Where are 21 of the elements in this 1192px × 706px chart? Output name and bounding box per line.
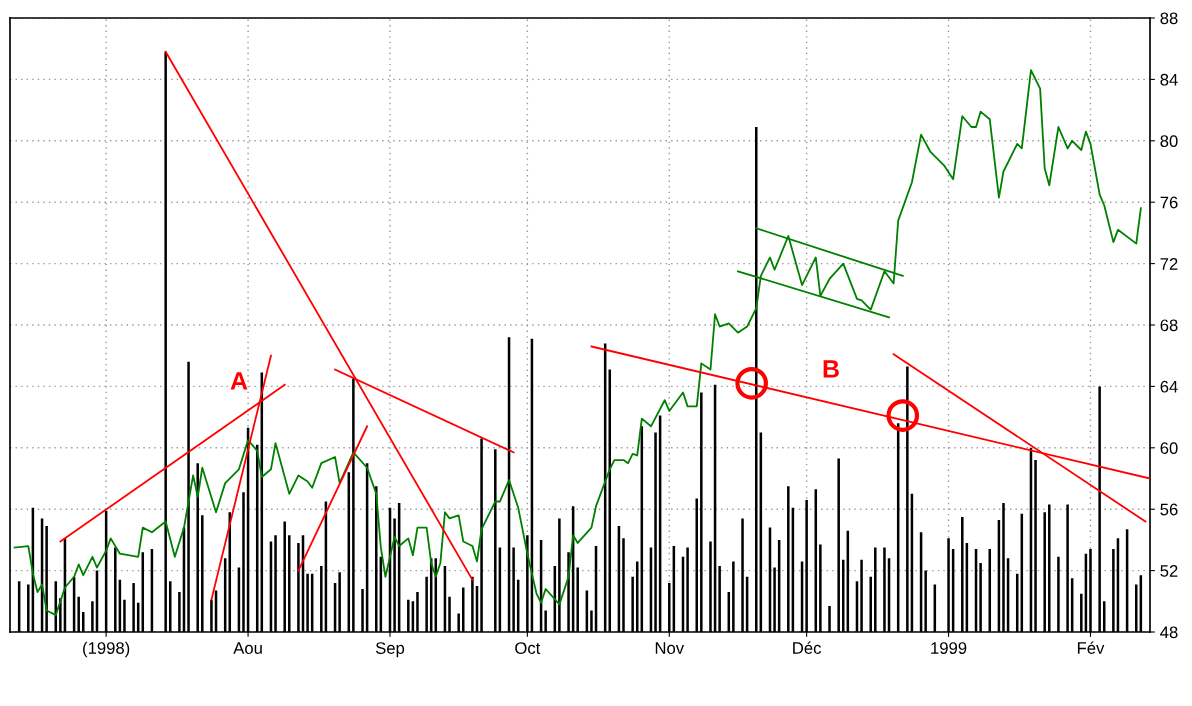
y-tick-label: 64 [1160, 380, 1178, 393]
x-tick-label: Oct [515, 642, 541, 654]
x-tick-label: Aou [233, 642, 262, 654]
x-tick-label: Nov [655, 642, 685, 654]
x-tick-label: Sep [375, 642, 405, 658]
y-tick-label: 80 [1160, 135, 1178, 147]
y-tick-label: 48 [1160, 626, 1178, 639]
y-tick-label: 56 [1160, 503, 1178, 516]
y-tick-label: 84 [1160, 73, 1178, 86]
y-tick-label: 52 [1160, 565, 1178, 577]
y-tick-label: 72 [1160, 258, 1178, 270]
y-tick-label: 60 [1160, 442, 1178, 454]
x-tick-label: Déc [793, 641, 822, 654]
x-tick-label: 1999 [931, 642, 967, 654]
x-tick-label: (1998) [83, 641, 130, 658]
annotation: B [823, 360, 839, 378]
x-tick-label: Fév [1077, 641, 1105, 654]
y-tick-label: 68 [1160, 319, 1178, 332]
y-tick-label: 88 [1160, 12, 1178, 25]
annotation: A [230, 372, 248, 390]
y-tick-label: 76 [1160, 196, 1178, 209]
